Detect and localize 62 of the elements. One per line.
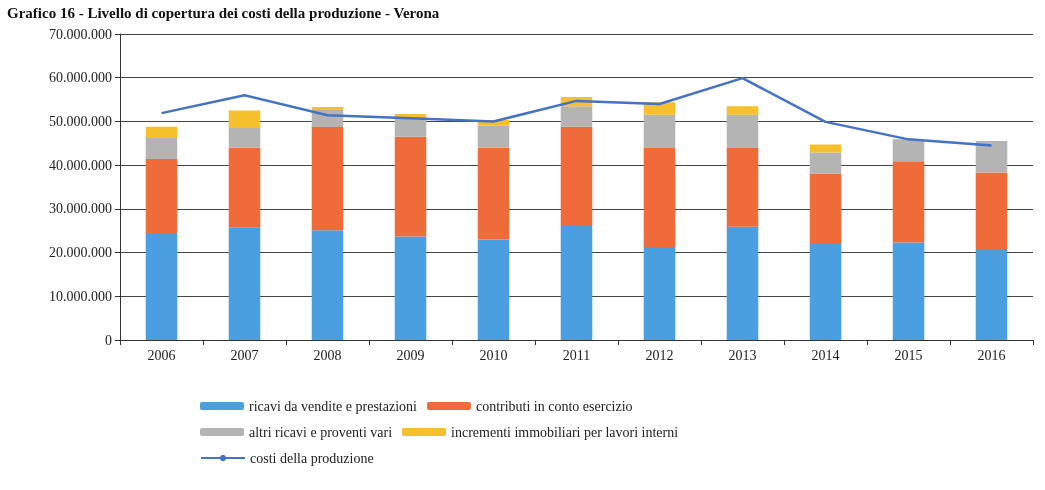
bar [145, 138, 178, 160]
chart-title: Grafico 16 - Livello di copertura dei costi della produzione - Verona [7, 4, 440, 21]
bar [560, 126, 593, 226]
bar [228, 227, 261, 340]
x-tick-label: 2013 [728, 347, 757, 363]
bar [726, 226, 759, 340]
x-tick-label: 2012 [645, 347, 674, 363]
bar [228, 127, 261, 148]
bar [477, 147, 510, 240]
bar [145, 126, 178, 139]
bar [726, 148, 759, 227]
y-tick-label: 70.000.000 [49, 26, 112, 42]
x-tick-label: 2006 [147, 347, 176, 363]
bar [145, 159, 178, 233]
x-tick-label: 2014 [811, 347, 840, 363]
legend-label: altri ricavi e proventi vari [249, 424, 393, 440]
bar [975, 141, 1008, 173]
bar [892, 139, 925, 162]
legend-label: costi della produzione [250, 450, 374, 466]
bar [394, 114, 427, 118]
bar [892, 161, 925, 243]
bar [809, 242, 842, 340]
bar [477, 239, 510, 340]
bar [726, 106, 759, 115]
x-tick-label: 2015 [894, 347, 923, 363]
x-tick-label: 2011 [562, 347, 591, 363]
x-tick-label: 2016 [977, 347, 1006, 363]
x-tick-label: 2010 [479, 347, 508, 363]
y-tick-label: 60.000.000 [49, 70, 112, 86]
y-tick-label: 10.000.000 [49, 288, 112, 304]
bar [726, 114, 759, 149]
bar [560, 225, 593, 340]
x-tick-label: 2008 [313, 347, 342, 363]
bar [477, 125, 510, 148]
bar [809, 173, 842, 243]
bar [394, 236, 427, 340]
bar [394, 136, 427, 237]
legend-label: incrementi immobiliari per lavori interni [451, 424, 679, 440]
line-series [160, 76, 993, 147]
y-tick-label: 0 [105, 332, 112, 348]
y-tick-label: 50.000.000 [49, 113, 112, 129]
x-tick-label: 2009 [396, 347, 425, 363]
x-tick-label: 2007 [230, 347, 259, 363]
bar [311, 107, 344, 111]
bar [560, 106, 593, 127]
bar [892, 242, 925, 340]
bar [975, 172, 1008, 250]
bar [228, 147, 261, 228]
y-tick-label: 20.000.000 [49, 245, 112, 261]
legend-label: ricavi da vendite e prestazioni [249, 398, 418, 414]
bar [643, 114, 676, 149]
y-tick-label: 40.000.000 [49, 157, 112, 173]
bar [809, 152, 842, 174]
legend-label: contributi in conto esercizio [475, 398, 633, 414]
bar [145, 232, 178, 340]
bar [643, 148, 676, 247]
bar [975, 249, 1008, 340]
bar [311, 127, 344, 231]
bar [643, 246, 676, 340]
bar [228, 110, 261, 128]
bar [311, 230, 344, 340]
y-tick-label: 30.000.000 [49, 201, 112, 217]
